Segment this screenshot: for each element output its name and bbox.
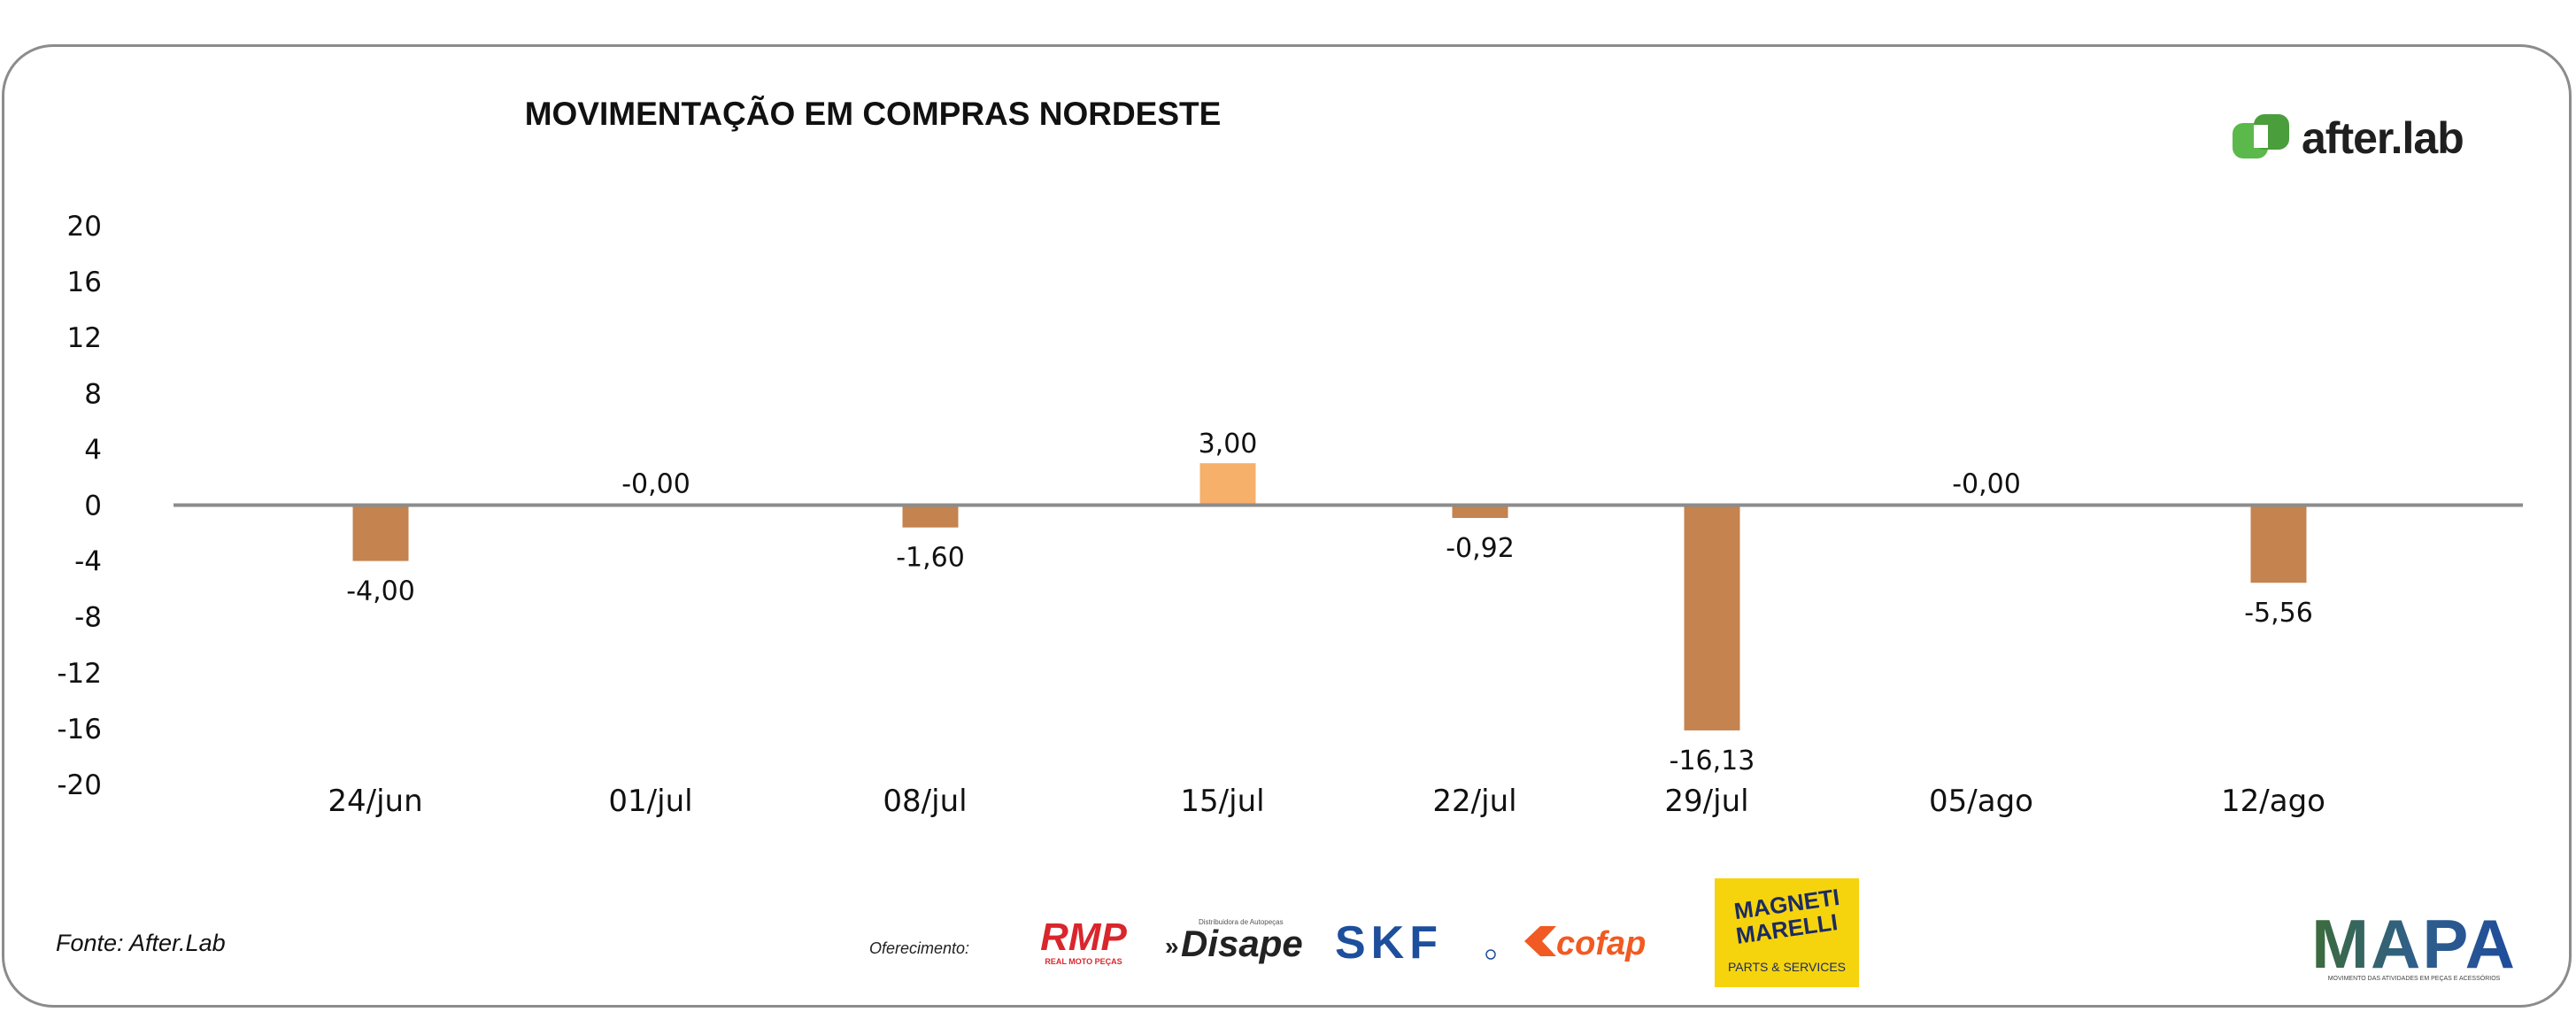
- x-tick-label: 24/jun: [328, 784, 422, 819]
- rmp-logo: RMP REAL MOTO PEÇAS: [1025, 915, 1142, 968]
- y-tick-label: 4: [84, 434, 102, 466]
- mapa-logo-subtext: MOVIMENTO DAS ATIVIDADES EM PEÇAS E ACES…: [2328, 974, 2501, 982]
- y-tick-label: -12: [57, 658, 102, 690]
- sponsor-label: Oferecimento:: [869, 939, 970, 957]
- cofap-logo-text: cofap: [1556, 925, 1646, 962]
- disape-logo-subtext: Distribuidora de Autopeças: [1199, 918, 1284, 926]
- cofap-logo: cofap: [1521, 921, 1685, 962]
- data-label: -16,13: [1670, 745, 1755, 776]
- disape-logo-text: Disape: [1181, 923, 1303, 964]
- svg-text:»: »: [1165, 932, 1179, 960]
- after-lab-name: after.lab: [2302, 113, 2464, 163]
- bar: [352, 505, 409, 561]
- data-label: -0,00: [621, 469, 690, 500]
- disape-logo: Distribuidora de Autopeças » Disape: [1163, 912, 1314, 965]
- y-tick-label: 0: [84, 491, 102, 522]
- y-tick-label: -20: [57, 769, 102, 801]
- after-lab-brand: after.lab: [2233, 110, 2464, 166]
- y-tick-label: -16: [57, 714, 102, 745]
- mapa-logo: MAPA MOVIMENTO DAS ATIVIDADES EM PEÇAS E…: [2311, 905, 2515, 984]
- y-tick-label: 16: [67, 267, 102, 298]
- x-tick-label: 08/jul: [883, 784, 967, 819]
- x-tick-label: 05/ago: [1929, 784, 2033, 819]
- mapa-logo-text: MAPA: [2314, 911, 2514, 983]
- x-tick-label: 29/jul: [1664, 784, 1748, 819]
- x-tick-label: 15/jul: [1180, 784, 1264, 819]
- y-tick-label: -4: [74, 546, 102, 578]
- x-tick-label: 22/jul: [1432, 784, 1516, 819]
- source-note: Fonte: After.Lab: [56, 930, 226, 956]
- data-label: -0,00: [1952, 469, 2021, 500]
- skf-logo-text: SKF: [1335, 919, 1443, 963]
- magneti-marelli-logo: MAGNETI MARELLI PARTS & SERVICES: [1715, 878, 1859, 987]
- chart-frame: [2, 44, 2572, 1008]
- bar: [1452, 505, 1508, 519]
- y-tick-label: 12: [67, 322, 102, 354]
- bar: [1199, 463, 1256, 506]
- skf-logo: SKF: [1335, 917, 1499, 969]
- bar: [1684, 505, 1740, 730]
- y-tick-label: -8: [74, 602, 102, 634]
- rmp-logo-text: RMP: [1040, 915, 1127, 959]
- bar: [2250, 505, 2307, 583]
- data-label: 3,00: [1199, 429, 1258, 460]
- y-tick-label: 8: [84, 378, 102, 410]
- rmp-logo-subtext: REAL MOTO PEÇAS: [1045, 957, 1122, 966]
- data-label: -5,56: [2244, 598, 2313, 629]
- data-label: -0,92: [1446, 533, 1515, 564]
- x-tick-label: 01/jul: [608, 784, 692, 819]
- x-tick-label: 12/ago: [2221, 784, 2325, 819]
- data-label: -1,60: [896, 543, 965, 574]
- magneti-logo-subtext: PARTS & SERVICES: [1727, 960, 1847, 974]
- bar-chart: 20 16 12 8 4 0 -4 -8 -12 -16 -20 -4,00 -0,00 -1,60 3,0…: [57, 211, 2523, 819]
- after-lab-logo-icon: [2233, 112, 2291, 164]
- chart-title: MOVIMENTAÇÃO EM COMPRAS NORDESTE: [524, 96, 1222, 132]
- bar: [902, 505, 959, 528]
- y-tick-label: 20: [67, 211, 102, 243]
- data-label: -4,00: [346, 576, 415, 607]
